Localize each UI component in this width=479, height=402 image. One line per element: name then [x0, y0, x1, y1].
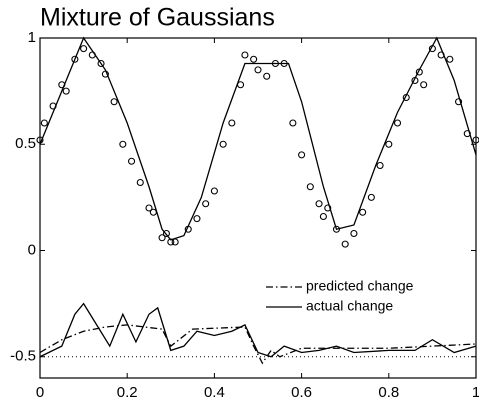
- data-point: [241, 51, 249, 59]
- data-point: [136, 178, 144, 187]
- data-point: [228, 119, 236, 127]
- data-point: [385, 140, 393, 148]
- data-point: [97, 59, 105, 68]
- data-point: [119, 140, 127, 148]
- data-point: [145, 204, 153, 212]
- data-point: [446, 55, 454, 63]
- series-line: [39, 36, 477, 241]
- series-line: [39, 302, 477, 358]
- data-point: [162, 229, 170, 238]
- data-point: [263, 72, 271, 80]
- data-point: [319, 212, 327, 221]
- data-point: [254, 66, 262, 74]
- x-tick-label: 0.4: [204, 384, 225, 401]
- data-point: [71, 55, 79, 63]
- x-tick-label: 0: [36, 384, 44, 401]
- legend-label: predicted change: [306, 278, 414, 294]
- data-point: [367, 193, 375, 201]
- chart-title: Mixture of Gaussians: [40, 4, 275, 32]
- data-point: [298, 151, 306, 159]
- legend-label: actual change: [306, 298, 393, 314]
- data-point: [341, 240, 349, 248]
- data-point: [128, 157, 136, 165]
- y-tick-label: 0: [28, 241, 36, 258]
- data-point: [62, 87, 70, 95]
- data-point: [455, 98, 463, 106]
- data-point: [219, 140, 227, 148]
- axes-box: [39, 37, 477, 379]
- x-tick-label: 1: [472, 384, 479, 401]
- data-point: [306, 183, 314, 191]
- data-point: [332, 225, 341, 233]
- data-point: [149, 208, 157, 216]
- data-point: [250, 55, 258, 63]
- y-tick-label: 1: [28, 29, 36, 46]
- x-tick-label: 0.8: [378, 384, 399, 401]
- data-point: [420, 81, 428, 89]
- data-point: [359, 208, 367, 216]
- data-point: [393, 119, 402, 127]
- data-point: [376, 161, 384, 170]
- x-tick-label: 0.2: [117, 384, 138, 401]
- data-point: [171, 238, 179, 246]
- data-point: [158, 234, 166, 242]
- data-point: [110, 98, 118, 106]
- data-point: [472, 136, 479, 144]
- data-point: [315, 200, 323, 208]
- x-tick-label: 0.6: [291, 384, 312, 401]
- data-point: [289, 119, 297, 127]
- data-point: [193, 215, 201, 223]
- y-tick-label: 0.5: [15, 135, 36, 152]
- data-point: [202, 200, 210, 208]
- data-point: [210, 187, 218, 195]
- y-tick-label: -0.5: [10, 348, 36, 365]
- series-line: [39, 324, 477, 365]
- data-point: [40, 119, 48, 127]
- data-point: [350, 229, 358, 238]
- data-point: [324, 204, 332, 212]
- data-point: [80, 45, 88, 53]
